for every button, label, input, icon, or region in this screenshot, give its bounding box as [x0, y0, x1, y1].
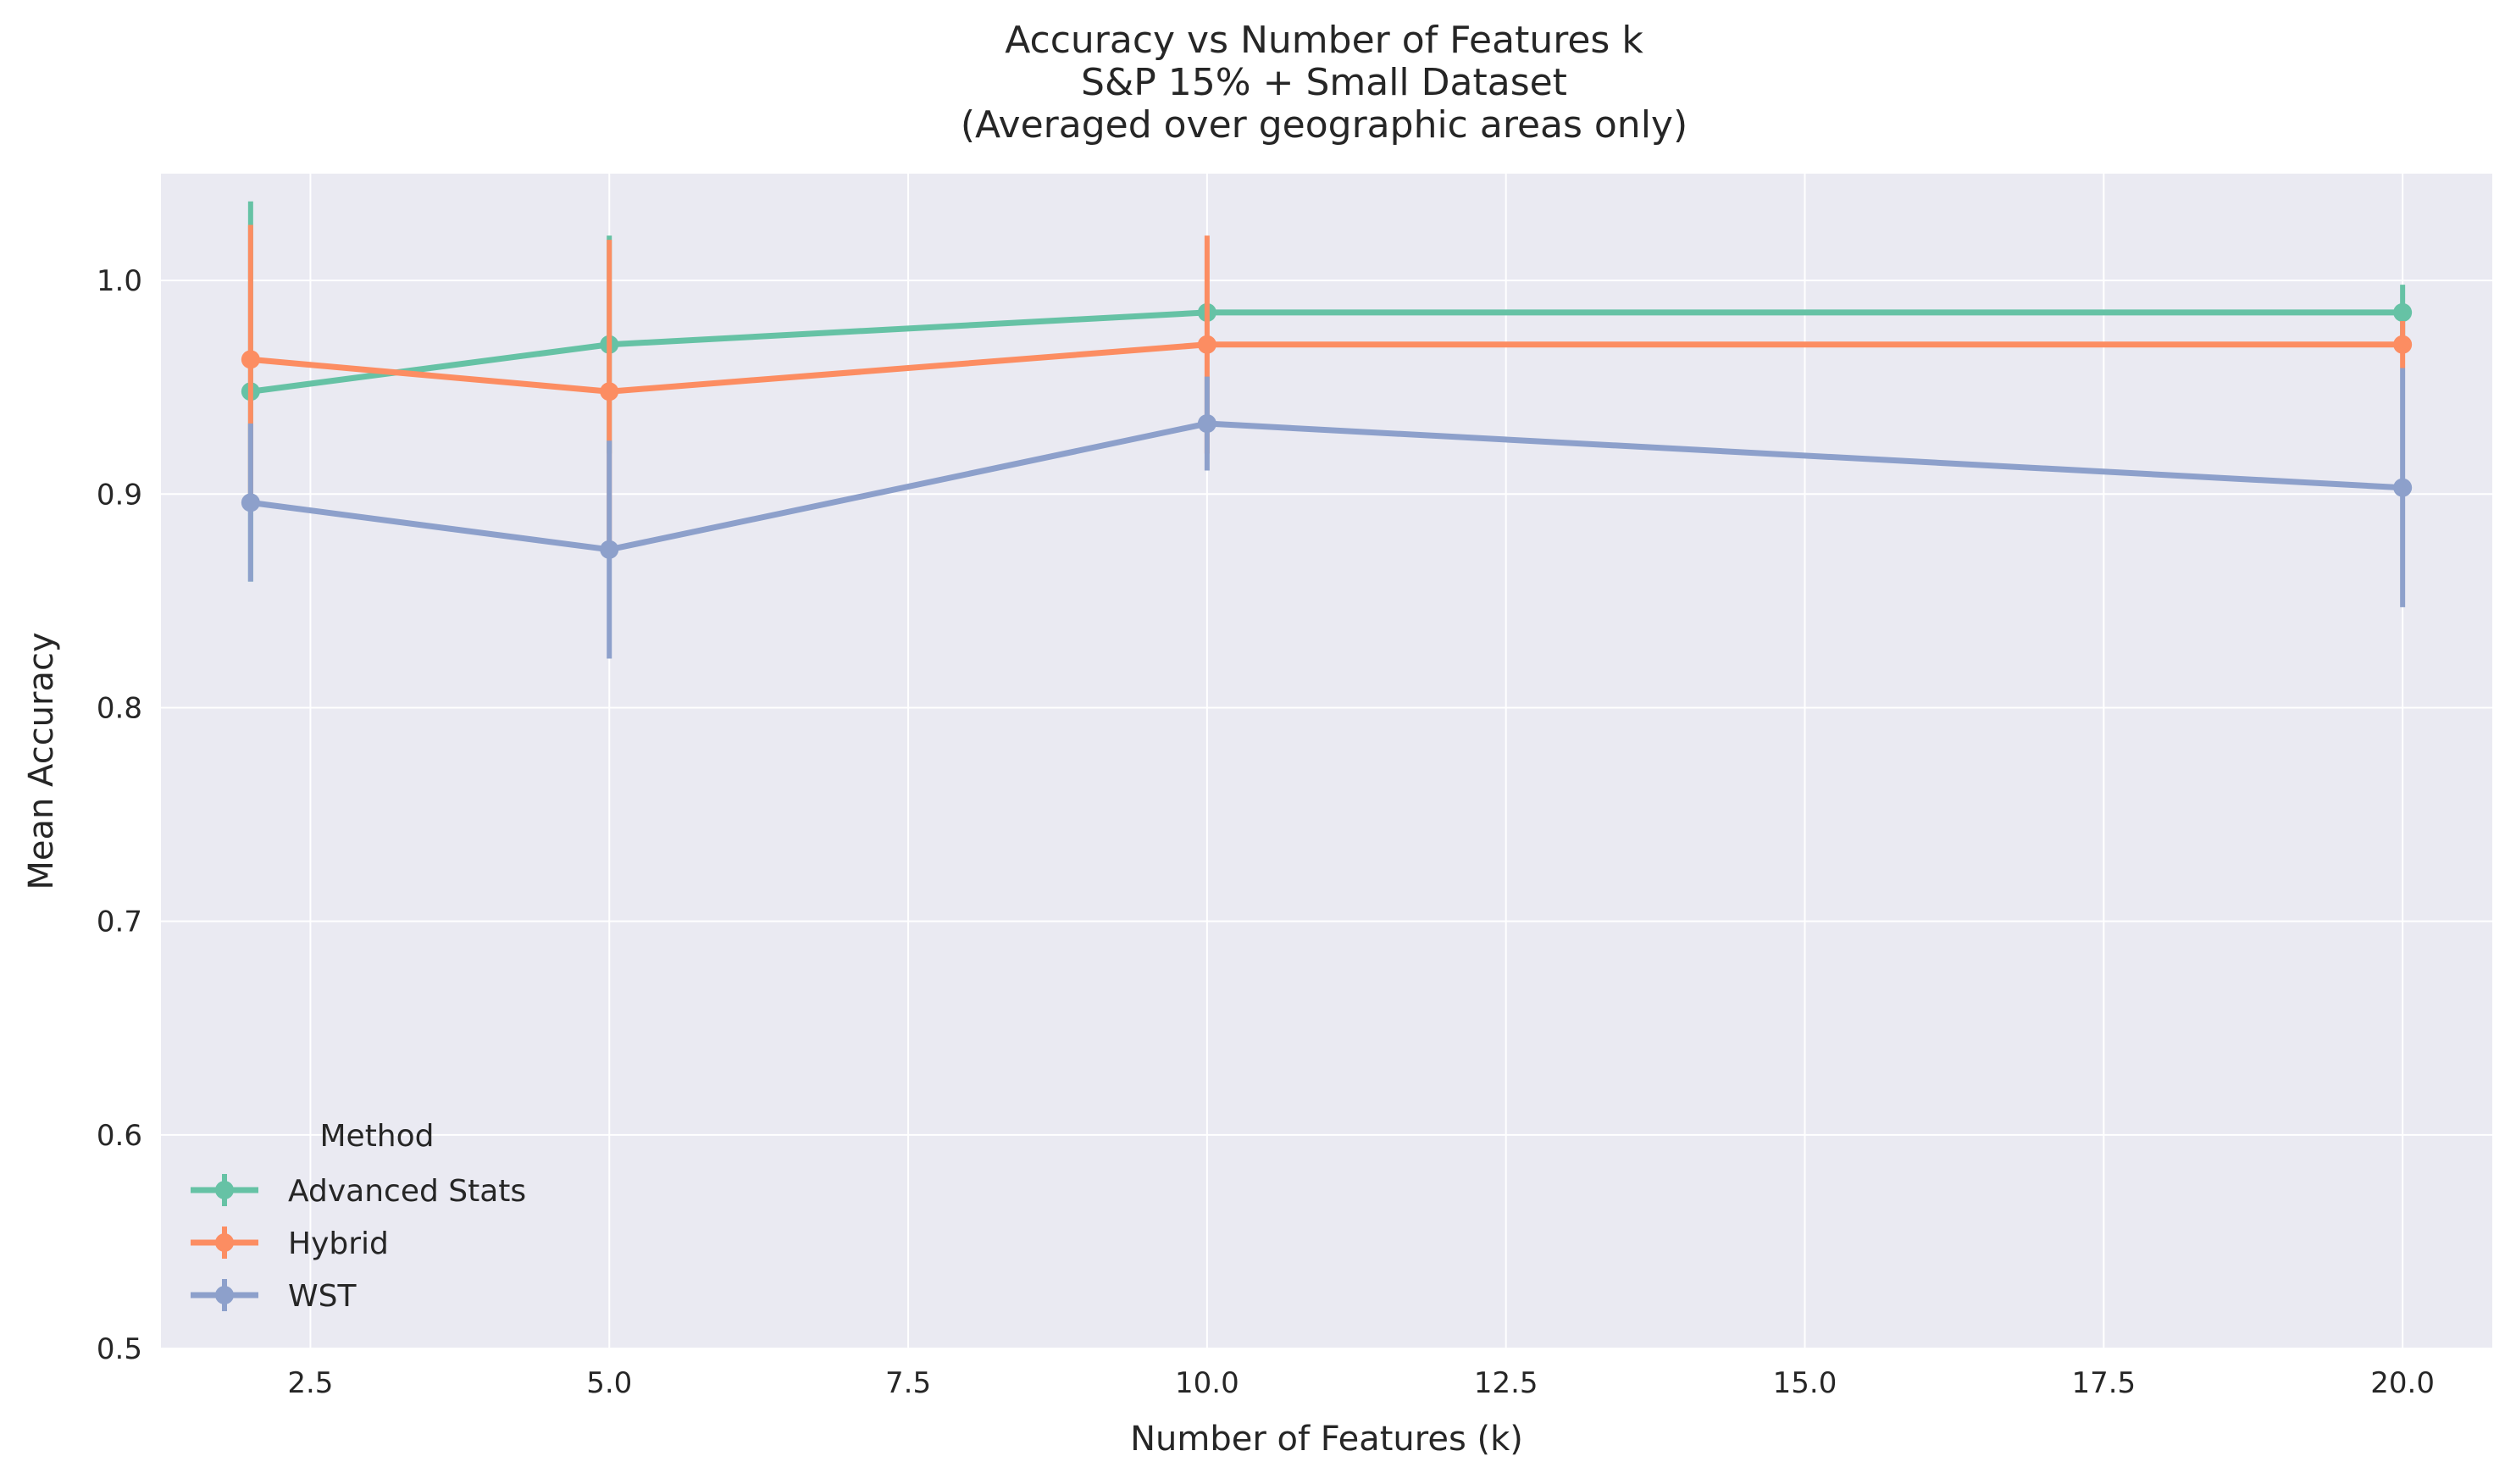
legend-swatch-marker	[215, 1233, 234, 1252]
y-tick-label: 0.8	[97, 691, 142, 725]
legend-swatch-marker	[215, 1181, 234, 1199]
legend-swatch-marker	[215, 1286, 234, 1304]
x-axis-label: Number of Features (k)	[1130, 1420, 1523, 1459]
x-tick-label: 10.0	[1175, 1366, 1239, 1400]
x-tick-label: 12.5	[1474, 1366, 1538, 1400]
data-point	[241, 350, 260, 369]
data-point	[1197, 414, 1216, 434]
data-point	[600, 382, 619, 401]
series-line	[250, 341, 2403, 395]
data-point	[1197, 335, 1216, 354]
chart-title-line: (Averaged over geographic areas only)	[961, 103, 1687, 147]
series-lines	[241, 201, 2413, 659]
x-tick-label: 15.0	[1773, 1366, 1837, 1400]
y-tick-label: 0.7	[97, 905, 142, 939]
data-point	[241, 493, 260, 512]
y-axis-label: Mean Accuracy	[22, 632, 61, 889]
data-point	[2393, 335, 2413, 354]
x-tick-label: 7.5	[885, 1366, 931, 1400]
legend-label: Hybrid	[288, 1227, 389, 1261]
legend-label: WST	[288, 1279, 357, 1314]
y-tick-label: 1.0	[97, 264, 142, 298]
series-line	[250, 309, 2403, 395]
chart-title-line: Accuracy vs Number of Features k	[1005, 19, 1643, 62]
chart-title: Accuracy vs Number of Features kS&P 15% …	[961, 19, 1687, 147]
legend-item: WST	[191, 1279, 357, 1314]
y-tick-label: 0.9	[97, 478, 142, 512]
y-tick-label: 0.5	[97, 1332, 142, 1366]
x-tick-label: 5.0	[586, 1366, 632, 1400]
chart-title-line: S&P 15% + Small Dataset	[1081, 61, 1567, 104]
legend-item: Hybrid	[191, 1227, 389, 1261]
plot-area	[161, 174, 2492, 1348]
legend: Method Advanced Stats Hybrid WST	[191, 1119, 526, 1314]
x-tick-label: 17.5	[2071, 1366, 2136, 1400]
legend-item: Advanced Stats	[191, 1174, 526, 1209]
legend-label: Advanced Stats	[288, 1174, 526, 1209]
legend-title: Method	[319, 1119, 434, 1154]
x-axis-ticks: 2.5 5.0 7.5 10.0 12.5 15.0 17.5 20.0	[287, 1366, 2435, 1400]
y-axis-ticks: 0.5 0.6 0.7 0.8 0.9 1.0	[97, 264, 142, 1366]
data-point	[600, 540, 619, 559]
data-point	[2393, 302, 2413, 322]
y-tick-label: 0.6	[97, 1119, 142, 1153]
data-point	[2393, 478, 2413, 497]
x-tick-label: 20.0	[2370, 1366, 2435, 1400]
series-line	[250, 420, 2403, 553]
x-tick-label: 2.5	[287, 1366, 333, 1400]
grid	[161, 174, 2492, 1349]
series-wst	[241, 368, 2413, 659]
